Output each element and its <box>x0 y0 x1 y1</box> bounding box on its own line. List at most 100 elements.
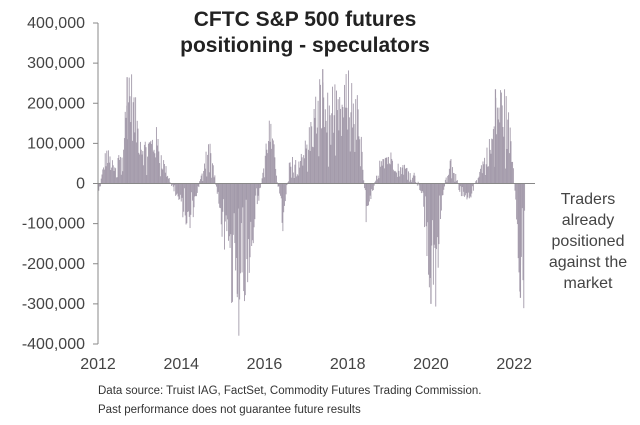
data-bar <box>210 153 212 184</box>
data-bar <box>197 183 199 187</box>
data-bar <box>359 139 361 184</box>
data-bar <box>103 169 105 184</box>
data-bar <box>415 182 417 184</box>
data-bar <box>172 183 174 187</box>
data-bar <box>297 175 299 184</box>
data-bar <box>454 181 456 184</box>
data-bar <box>428 183 429 275</box>
data-bar <box>313 108 315 184</box>
data-bar <box>275 168 277 184</box>
data-bar <box>379 160 381 184</box>
data-bar <box>254 183 256 220</box>
data-bar <box>517 183 519 259</box>
data-bar <box>108 162 110 184</box>
data-bar <box>337 99 339 184</box>
data-bar <box>463 183 465 192</box>
data-bar <box>216 183 218 194</box>
data-bar <box>238 183 240 336</box>
data-bar <box>244 183 246 296</box>
data-bar <box>247 183 249 283</box>
data-bar <box>269 141 271 184</box>
data-bar <box>360 166 361 184</box>
data-bar <box>250 183 252 222</box>
data-bar <box>451 178 453 184</box>
data-bar <box>119 159 121 184</box>
data-bar <box>408 181 410 184</box>
data-bar <box>240 183 241 274</box>
data-bar <box>98 183 100 191</box>
data-bar <box>360 136 362 184</box>
data-bar <box>285 183 287 195</box>
data-bar <box>394 170 396 184</box>
data-bar <box>149 142 151 184</box>
data-bar <box>135 97 137 184</box>
data-bar <box>208 144 209 184</box>
data-bar <box>127 102 129 184</box>
data-bar <box>204 163 205 184</box>
data-bar <box>404 164 405 184</box>
data-bar <box>147 143 149 184</box>
data-bar <box>225 183 227 216</box>
data-bar <box>487 166 489 184</box>
data-bar <box>103 167 105 184</box>
data-bar <box>169 182 171 184</box>
data-bar <box>469 183 471 197</box>
data-bar <box>151 139 153 184</box>
data-bar <box>216 183 217 187</box>
data-bar <box>324 109 326 184</box>
data-bar <box>124 111 126 184</box>
data-bar <box>194 183 196 197</box>
data-bar <box>436 183 437 250</box>
data-bar <box>203 170 205 184</box>
data-bar <box>397 163 399 184</box>
data-bar <box>289 162 291 184</box>
data-bar <box>464 183 466 197</box>
data-bar <box>482 161 484 184</box>
data-bar <box>384 157 386 184</box>
data-bar <box>336 110 338 184</box>
data-bar <box>310 122 312 184</box>
data-bar <box>369 183 371 196</box>
data-bar <box>302 165 304 184</box>
data-bar <box>298 161 300 184</box>
data-bar <box>245 183 247 200</box>
data-bar <box>413 172 415 184</box>
data-bar <box>481 173 483 184</box>
data-bar <box>262 172 264 184</box>
data-bar <box>478 176 480 184</box>
data-bar <box>439 183 441 196</box>
data-bar <box>272 138 273 184</box>
annotation-line-5: market <box>564 275 613 292</box>
annotation-line-1: Traders <box>561 191 616 208</box>
data-bar <box>263 168 265 184</box>
data-bar <box>182 183 184 218</box>
data-bar <box>345 74 347 184</box>
data-bar <box>166 176 168 184</box>
data-bar <box>143 165 145 184</box>
data-bar <box>276 175 277 184</box>
data-bar <box>99 183 101 187</box>
data-bar <box>449 160 451 184</box>
data-bar <box>393 171 395 184</box>
data-bar <box>448 174 450 184</box>
data-bar <box>142 151 144 184</box>
data-bar <box>510 141 512 184</box>
data-bar <box>348 117 350 184</box>
data-bar <box>168 178 170 184</box>
data-bar <box>499 122 501 184</box>
data-bar <box>484 174 486 184</box>
data-bar <box>371 183 373 190</box>
data-bar <box>389 164 391 184</box>
data-bar <box>445 177 447 184</box>
data-bar <box>395 171 397 184</box>
data-bar <box>467 183 469 198</box>
data-bar <box>490 153 492 184</box>
data-bar <box>123 138 125 184</box>
data-bar <box>174 183 176 186</box>
data-bar <box>452 167 454 184</box>
annotation: Traders already positioned against the m… <box>549 191 627 292</box>
x-tick-label: 2012 <box>80 356 116 373</box>
data-bar <box>442 183 444 196</box>
data-bar <box>138 152 140 184</box>
data-bar <box>351 83 353 184</box>
